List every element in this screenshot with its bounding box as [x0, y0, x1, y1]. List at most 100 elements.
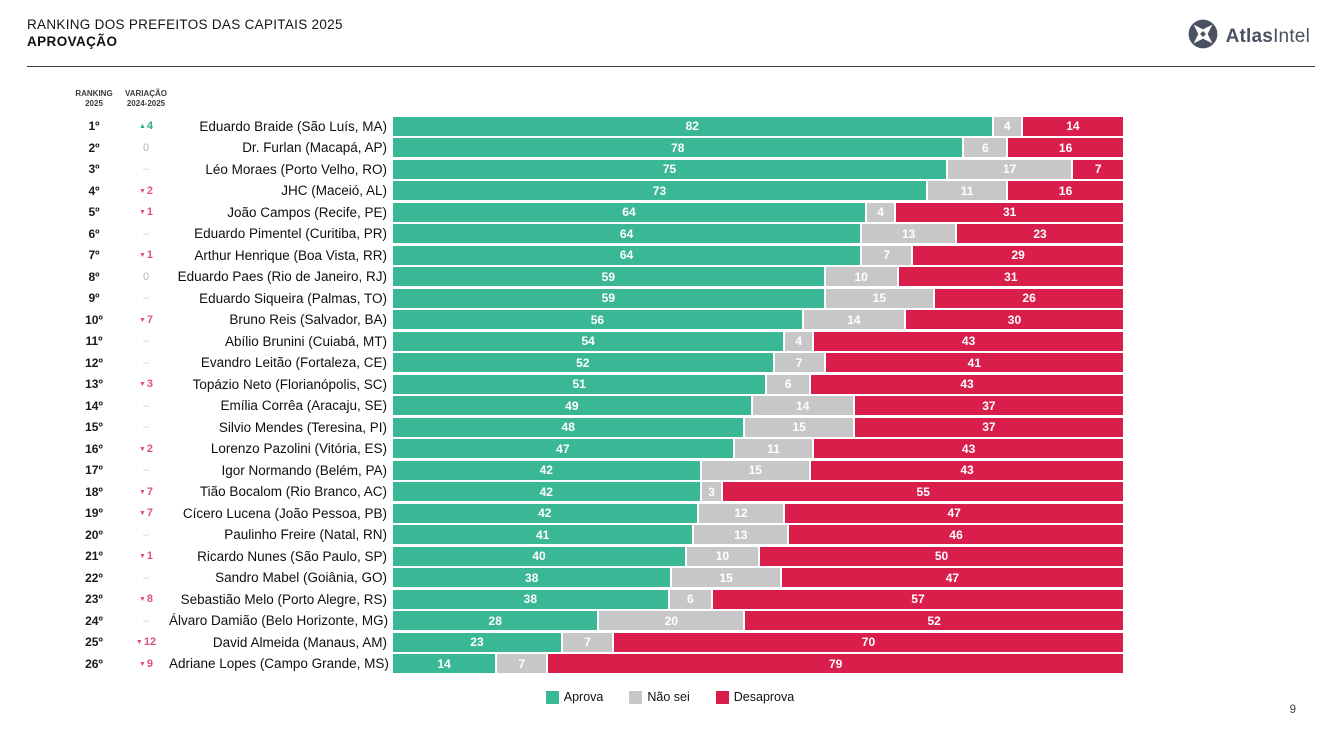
rank-label: 10º: [85, 312, 103, 327]
arrow-up-icon: ▲: [138, 123, 146, 131]
stacked-bar: 78 6 16: [393, 138, 1123, 158]
bar-segment-desaprova: 30: [903, 310, 1123, 330]
logo-text-bold: Atlas: [1225, 25, 1274, 47]
bar-value-label: 16: [1058, 183, 1073, 198]
rank-label: 6º: [88, 226, 100, 241]
column-headers: RANKING 2025 VARIAÇÃO 2024-2025: [65, 89, 1340, 110]
bar-value-label: 14: [796, 398, 810, 413]
bar-segment-desaprova: 70: [611, 632, 1123, 652]
stacked-bar: 51 6 43: [393, 374, 1123, 394]
mayor-label: Sandro Mabel (Goiânia, GO): [215, 570, 387, 586]
variation-label: ▼12: [135, 636, 157, 649]
bar-segment-nao-sei: 10: [823, 267, 897, 287]
bar-value-label: 20: [664, 613, 679, 628]
bar-value-label: 23: [470, 635, 484, 650]
bar-value-label: 15: [792, 420, 806, 435]
arrow-down-icon: ▼: [135, 639, 143, 647]
bar-value-label: 47: [947, 506, 961, 521]
stacked-bar: 64 4 31: [393, 202, 1123, 222]
bar-segment-aprova: 48: [393, 417, 744, 437]
bar-segment-nao-sei: 14: [750, 396, 853, 416]
table-row: 17º – Igor Normando (Belém, PA) 42 15 43: [65, 460, 1123, 480]
rank-label: 14º: [85, 398, 103, 413]
table-row: 20º – Paulinho Freire (Natal, RN) 41 13 46: [65, 525, 1123, 545]
variation-label: 0: [142, 270, 150, 283]
mayor-label: Eduardo Pimentel (Curitiba, PR): [194, 226, 387, 242]
bar-segment-nao-sei: 6: [667, 589, 711, 609]
bar-value-label: 54: [581, 334, 595, 349]
rank-label: 2º: [88, 140, 100, 155]
bar-value-label: 29: [1011, 248, 1025, 263]
rank-label: 21º: [85, 549, 103, 564]
stacked-bar: 42 15 43: [393, 460, 1123, 480]
variation-label: ▼3: [138, 378, 154, 391]
stacked-bar: 41 13 46: [393, 525, 1123, 545]
bar-segment-desaprova: 37: [852, 396, 1123, 416]
bar-segment-nao-sei: 20: [597, 611, 744, 631]
table-row: 1º ▲4 Eduardo Braide (São Luís, MA) 82 4 1…: [65, 116, 1123, 136]
mayor-label: Lorenzo Pazolini (Vitória, ES): [210, 441, 387, 457]
arrow-down-icon: ▼: [138, 445, 146, 453]
table-row: 3º – Léo Moraes (Porto Velho, RO) 75 17 7: [65, 159, 1123, 179]
bar-value-label: 42: [539, 484, 553, 499]
bar-segment-aprova: 41: [393, 525, 693, 545]
bar-value-label: 49: [565, 398, 579, 413]
bar-value-label: 75: [662, 162, 677, 177]
legend-item: Desaprova: [715, 690, 794, 704]
mayor-label: Tião Bocalom (Rio Branco, AC): [199, 484, 387, 500]
table-row: 2º 0 Dr. Furlan (Macapá, AP) 78 6 16: [65, 138, 1123, 158]
bar-segment-desaprova: 43: [812, 439, 1123, 459]
rank-label: 18º: [85, 484, 103, 499]
legend-item: Não sei: [629, 690, 690, 704]
bar-value-label: 73: [652, 183, 667, 198]
bar-value-label: 4: [1003, 119, 1011, 134]
bar-value-label: 64: [622, 205, 636, 220]
stacked-bar: 48 15 37: [393, 417, 1123, 437]
variation-label: ▼8: [138, 593, 154, 606]
bar-segment-aprova: 82: [393, 116, 992, 136]
logo-text-light: Intel: [1273, 25, 1310, 47]
bar-value-label: 47: [556, 441, 570, 456]
mayor-label: Evandro Leitão (Fortaleza, CE): [200, 355, 387, 371]
bar-segment-aprova: 51: [393, 374, 766, 394]
bar-value-label: 10: [715, 549, 730, 564]
bar-segment-nao-sei: 15: [743, 417, 853, 437]
bar-value-label: 46: [949, 527, 963, 542]
mayor-label: Sebastião Melo (Porto Alegre, RS): [180, 591, 387, 607]
bar-value-label: 59: [601, 291, 616, 306]
bar-value-label: 59: [601, 269, 616, 284]
variation-label: ▲4: [138, 120, 154, 133]
bar-segment-nao-sei: 14: [801, 310, 904, 330]
table-row: 13º ▼3 Topázio Neto (Florianópolis, SC) …: [65, 374, 1123, 394]
mayor-label: Eduardo Siqueira (Palmas, TO): [199, 290, 387, 306]
bar-value-label: 12: [734, 506, 748, 521]
arrow-down-icon: ▼: [138, 316, 146, 324]
ranking-column-header: RANKING 2025: [75, 89, 113, 109]
title-block: RANKING DOS PREFEITOS DAS CAPITAIS 2025 …: [27, 17, 343, 49]
page-number: 9: [1289, 704, 1296, 716]
mayor-label: Dr. Furlan (Macapá, AP): [242, 140, 387, 156]
bar-segment-nao-sei: 11: [732, 439, 813, 459]
bar-segment-aprova: 38: [393, 589, 668, 609]
bar-value-label: 4: [795, 334, 803, 349]
bar-segment-desaprova: 43: [809, 374, 1123, 394]
bar-value-label: 11: [960, 183, 974, 198]
bar-segment-aprova: 40: [393, 546, 685, 566]
bar-value-label: 37: [982, 398, 996, 413]
bar-segment-desaprova: 16: [1006, 138, 1123, 158]
variation-label: ▼2: [138, 184, 154, 197]
stacked-bar: 73 11 16: [393, 181, 1123, 201]
variation-label: –: [142, 335, 150, 348]
bar-segment-aprova: 54: [393, 331, 784, 351]
bar-value-label: 43: [961, 334, 976, 349]
bar-segment-nao-sei: 15: [823, 288, 934, 308]
bar-segment-desaprova: 79: [546, 654, 1123, 674]
bar-value-label: 10: [854, 269, 868, 284]
bar-value-label: 14: [1066, 119, 1080, 134]
bar-value-label: 6: [686, 592, 694, 607]
bar-value-label: 14: [437, 656, 451, 671]
approval-ranking-chart: RANKING 2025 VARIAÇÃO 2024-2025 1º ▲4 Ed…: [0, 89, 1340, 704]
mayor-label: Abílio Brunini (Cuiabá, MT): [224, 333, 387, 349]
variation-label: –: [142, 163, 150, 176]
table-row: 15º – Silvio Mendes (Teresina, PI) 48 15 3…: [65, 417, 1123, 437]
